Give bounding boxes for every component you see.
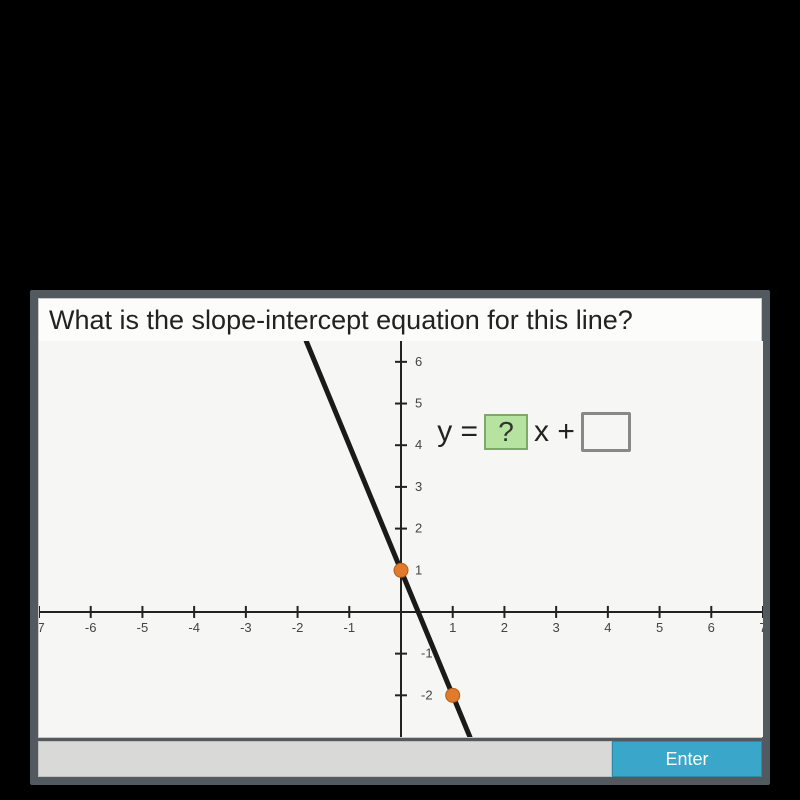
equation-prefix: y = bbox=[437, 415, 478, 449]
intercept-input-blank[interactable] bbox=[581, 412, 631, 452]
svg-text:-2: -2 bbox=[421, 687, 433, 702]
enter-button[interactable]: Enter bbox=[612, 741, 762, 777]
svg-text:-3: -3 bbox=[240, 620, 252, 635]
content-panel: What is the slope-intercept equation for… bbox=[38, 298, 762, 738]
svg-text:4: 4 bbox=[415, 437, 422, 452]
svg-text:6: 6 bbox=[415, 354, 422, 369]
chart-area: -7-6-5-4-3-2-11234567-2-1123456 y = ? x … bbox=[39, 341, 763, 737]
svg-text:-1: -1 bbox=[344, 620, 356, 635]
svg-text:-2: -2 bbox=[292, 620, 304, 635]
slope-input-blank[interactable]: ? bbox=[484, 414, 528, 450]
svg-text:-5: -5 bbox=[137, 620, 149, 635]
svg-text:5: 5 bbox=[415, 396, 422, 411]
svg-text:1: 1 bbox=[415, 562, 422, 577]
question-text: What is the slope-intercept equation for… bbox=[49, 305, 633, 336]
svg-text:5: 5 bbox=[656, 620, 663, 635]
svg-text:7: 7 bbox=[759, 620, 763, 635]
svg-text:3: 3 bbox=[415, 479, 422, 494]
svg-text:-6: -6 bbox=[85, 620, 97, 635]
svg-text:1: 1 bbox=[449, 620, 456, 635]
app-frame: What is the slope-intercept equation for… bbox=[30, 290, 770, 785]
svg-text:-7: -7 bbox=[39, 620, 45, 635]
coordinate-plane: -7-6-5-4-3-2-11234567-2-1123456 bbox=[39, 341, 763, 737]
equation-mid: x + bbox=[534, 415, 575, 449]
svg-text:4: 4 bbox=[604, 620, 611, 635]
svg-text:6: 6 bbox=[708, 620, 715, 635]
svg-text:-4: -4 bbox=[188, 620, 200, 635]
svg-text:2: 2 bbox=[501, 620, 508, 635]
answer-input[interactable] bbox=[38, 741, 612, 777]
svg-text:2: 2 bbox=[415, 521, 422, 536]
svg-text:3: 3 bbox=[553, 620, 560, 635]
input-row: Enter bbox=[38, 741, 762, 777]
equation-template: y = ? x + bbox=[437, 412, 631, 452]
